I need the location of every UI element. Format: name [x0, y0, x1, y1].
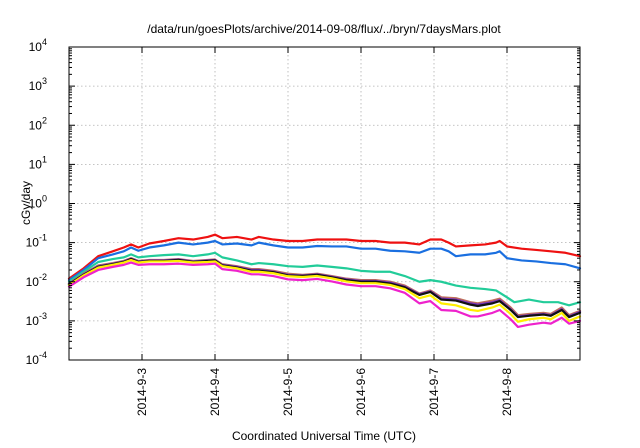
series-line-1 — [67, 233, 582, 280]
y-tick-label: 10-3 — [26, 311, 47, 328]
series-line-3 — [67, 251, 582, 307]
y-tick-label: 10-2 — [26, 272, 47, 289]
y-tick-label: 104 — [29, 37, 47, 54]
x-tick-label: 2014-9-5 — [281, 368, 295, 416]
y-axis-label: cGy/day — [19, 181, 33, 225]
y-tick-label: 103 — [29, 76, 47, 93]
y-tick-label: 102 — [29, 115, 47, 132]
y-tick-label: 100 — [29, 194, 47, 211]
series-line-2 — [67, 239, 582, 282]
y-tick-label: 10-1 — [26, 233, 47, 250]
series-line-7 — [67, 258, 582, 323]
x-tick-labels: 2014-9-3 2014-9-4 2014-9-5 2014-9-6 2014-9-7… — [135, 368, 514, 416]
x-tick-label: 2014-9-6 — [354, 368, 368, 416]
series-line-8 — [67, 261, 582, 329]
series-layer — [67, 233, 582, 329]
y-tick-labels: 104 103 102 101 100 10-1 10-2 10-3 10-4 — [26, 37, 47, 367]
x-tick-label: 2014-9-4 — [208, 368, 222, 416]
tick-layer — [69, 46, 580, 361]
x-tick-label: 2014-9-3 — [135, 368, 149, 416]
x-tick-label: 2014-9-8 — [500, 368, 514, 416]
y-tick-label: 10-4 — [26, 350, 47, 367]
grid-layer — [69, 47, 580, 360]
x-tick-label: 2014-9-7 — [427, 368, 441, 416]
chart-title: /data/run/goesPlots/archive/2014-09-08/f… — [147, 22, 501, 36]
y-tick-label: 101 — [29, 154, 47, 171]
x-axis-label: Coordinated Universal Time (UTC) — [232, 429, 416, 443]
